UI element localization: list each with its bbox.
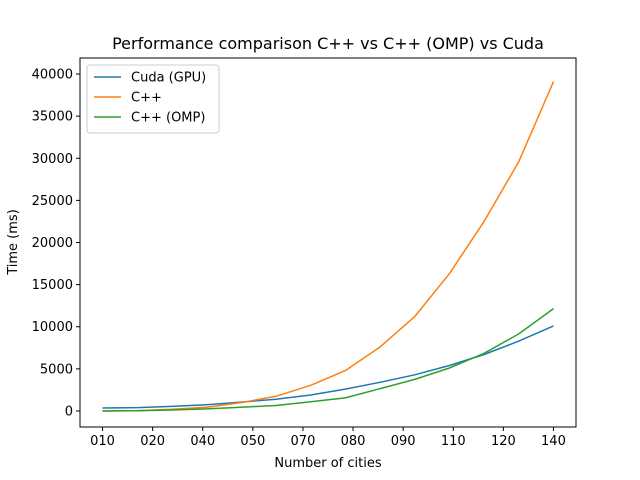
x-tick-label: 010	[90, 434, 115, 449]
y-axis: 0 5000 10000 15000 20000 25000 30000 35000 40000	[32, 68, 80, 419]
x-tick-label: 070	[291, 434, 316, 449]
x-axis-title: Number of cities	[274, 456, 381, 471]
y-tick-label: 0	[65, 404, 73, 419]
y-tick-label: 25000	[32, 194, 73, 209]
y-tick-label: 35000	[32, 110, 73, 125]
y-tick-label: 30000	[32, 152, 73, 167]
x-tick-label: 110	[441, 434, 466, 449]
x-tick-label: 140	[541, 434, 566, 449]
x-tick-label: 020	[140, 434, 165, 449]
chart-title: Performance comparison C++ vs C++ (OMP) …	[112, 34, 544, 53]
legend-label-2: C++ (OMP)	[131, 111, 205, 126]
y-tick-label: 10000	[32, 320, 73, 335]
y-axis-title: Time (ms)	[6, 209, 21, 276]
legend-box	[86, 64, 220, 134]
y-tick-label: 40000	[32, 68, 73, 83]
x-tick-label: 040	[190, 434, 215, 449]
y-tick-label: 20000	[32, 236, 73, 251]
legend: Cuda (GPU) C++ C++ (OMP)	[86, 64, 220, 134]
y-tick-label: 15000	[32, 278, 73, 293]
series-line-2	[102, 307, 554, 412]
x-axis: 010 020 040 050 070 080 090 110 120 140	[90, 427, 566, 449]
series-line-1	[102, 81, 555, 412]
series-line-0	[102, 325, 554, 409]
x-tick-label: 080	[341, 434, 366, 449]
x-tick-label: 120	[491, 434, 516, 449]
x-tick-label: 050	[240, 434, 265, 449]
plot-lines	[102, 81, 555, 412]
legend-label-1: C++	[131, 91, 162, 106]
x-tick-label: 090	[391, 434, 416, 449]
y-tick-label: 5000	[40, 362, 73, 377]
legend-label-0: Cuda (GPU)	[131, 71, 206, 86]
